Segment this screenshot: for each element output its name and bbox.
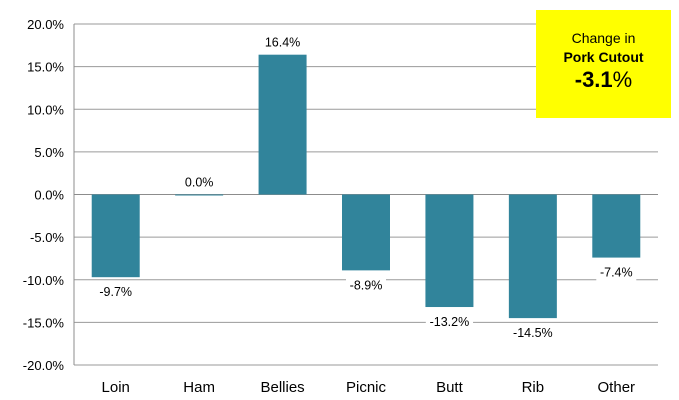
data-label-background (182, 174, 216, 191)
data-label: -13.2% (430, 315, 470, 329)
data-label-background (346, 277, 386, 294)
bar-rib (508, 194, 557, 319)
category-label: Picnic (346, 379, 387, 396)
category-label: Ham (183, 379, 215, 396)
bar-ham (175, 194, 224, 196)
data-label-background (95, 284, 136, 301)
bar-picnic (342, 194, 390, 271)
summary-title-line1: Change in (571, 30, 636, 46)
category-label: Rib (522, 379, 545, 396)
bar-loin (91, 194, 140, 278)
data-label: -14.5% (513, 326, 553, 340)
data-label: -8.9% (350, 278, 383, 292)
summary-title-line2: Pork Cutout (563, 49, 644, 65)
bar-other (592, 194, 641, 258)
y-tick-label: 5.0% (34, 145, 64, 160)
data-label-background (596, 264, 637, 281)
data-labels: -9.7% 0.0% 16.4% -8.9% -13.2% -14.5% -7.4% (95, 34, 637, 342)
category-label: Loin (102, 379, 130, 396)
y-tick-label: -15.0% (23, 315, 65, 330)
y-tick-label: 15.0% (27, 60, 64, 75)
y-tick-label: 20.0% (27, 17, 64, 32)
x-axis-category-labels: Loin Ham Bellies Picnic Butt Rib Other (102, 379, 636, 396)
y-tick-label: 10.0% (27, 102, 64, 117)
summary-value: -3.1 (574, 67, 613, 92)
bars (91, 54, 641, 319)
data-label: -9.7% (99, 285, 132, 299)
category-label: Butt (436, 379, 464, 396)
y-axis-tick-labels: 20.0% 15.0% 10.0% 5.0% 0.0% -5.0% -10.0% -15.0%… (23, 17, 65, 373)
bar-butt (425, 194, 474, 308)
y-tick-label: -20.0% (23, 358, 65, 373)
y-tick-label: 0.0% (34, 188, 64, 203)
y-tick-label: -5.0% (30, 230, 64, 245)
summary-unit: % (612, 67, 633, 92)
data-label-background (262, 34, 303, 51)
data-label: 0.0% (185, 176, 214, 190)
data-label-background (509, 325, 557, 342)
category-label: Other (598, 379, 636, 396)
summary-value-wrap: -3.1% (536, 67, 671, 93)
data-label: 16.4% (265, 36, 300, 50)
pork-cutout-change-box: Change in Pork Cutout -3.1% (536, 10, 671, 118)
bar-bellies (258, 54, 307, 195)
y-tick-label: -10.0% (23, 273, 65, 288)
data-label: -7.4% (600, 266, 633, 280)
data-label-background (425, 314, 474, 331)
category-label: Bellies (260, 379, 304, 396)
